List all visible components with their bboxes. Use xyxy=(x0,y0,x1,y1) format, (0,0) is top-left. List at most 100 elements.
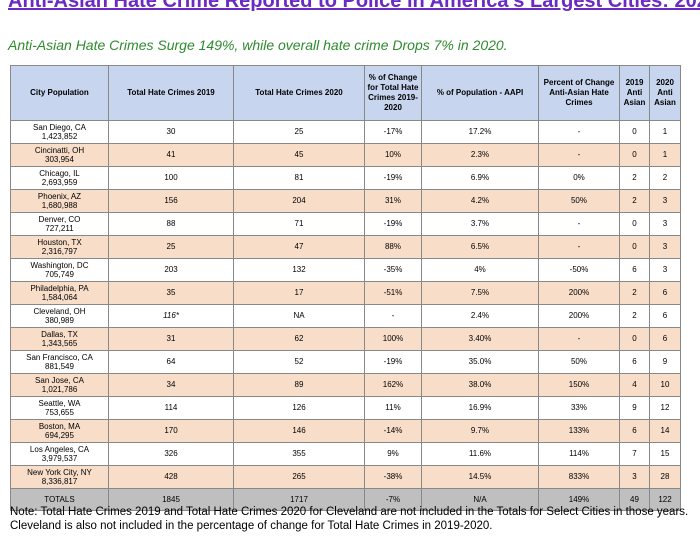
city-population: 881,549 xyxy=(45,362,74,371)
cell-asian-2019: 2 xyxy=(619,166,650,190)
city-name: San Diego, CA xyxy=(33,123,86,132)
cell-aapi: 14.5% xyxy=(421,465,539,489)
table-row: Denver, CO 727,211 88 71 -19% 3.7% -0 3 xyxy=(10,212,681,236)
totals-asian-2020: 122 xyxy=(649,488,681,511)
cell-aapi: 4.2% xyxy=(421,189,539,213)
cell-asian-2019: 0 xyxy=(619,143,650,167)
footnote: Note: Total Hate Crimes 2019 and Total H… xyxy=(10,506,689,532)
cell-aapi: 7.5% xyxy=(421,281,539,305)
cell-aapi: 3.7% xyxy=(421,212,539,236)
cell-change: -14% xyxy=(364,419,422,443)
cell-asian-2020: 9 xyxy=(649,350,681,374)
cell-total-2019: 25 xyxy=(108,235,234,259)
table-header-row: City Population Total Hate Crimes 2019 T… xyxy=(10,65,681,121)
cell-total-2019: 31 xyxy=(108,327,234,351)
cell-city: Denver, CO 727,211 xyxy=(10,212,109,236)
cell-asian-change: - xyxy=(538,235,620,259)
cell-asian-2019: 6 xyxy=(619,419,650,443)
cell-total-2020: 62 xyxy=(233,327,365,351)
cell-total-2019: 326 xyxy=(108,442,234,466)
city-name: Cleveland, OH xyxy=(33,307,86,316)
cell-asian-2020: 3 xyxy=(649,189,681,213)
cell-change: 31% xyxy=(364,189,422,213)
cell-city: Seattle, WA 753,655 xyxy=(10,396,109,420)
col-header-total-2020: Total Hate Crimes 2020 xyxy=(233,65,365,121)
col-header-asian-2020: 2020 Anti Asian xyxy=(649,65,681,121)
cell-asian-2020: 14 xyxy=(649,419,681,443)
cell-city: Phoenix, AZ 1,680,988 xyxy=(10,189,109,213)
cell-asian-change: 50% xyxy=(538,189,620,213)
table-row: Boston, MA 694,295 170 146 -14% 9.7% 133% 6 14 xyxy=(10,419,681,443)
cell-asian-change: - xyxy=(538,143,620,167)
cell-total-2019: 41 xyxy=(108,143,234,167)
cell-total-2020: 52 xyxy=(233,350,365,374)
cell-aapi: 16.9% xyxy=(421,396,539,420)
cell-total-2020: 45 xyxy=(233,143,365,167)
cell-asian-2019: 9 xyxy=(619,396,650,420)
cell-city: San Diego, CA 1,423,852 xyxy=(10,120,109,144)
cell-asian-change: 133% xyxy=(538,419,620,443)
cell-asian-2019: 6 xyxy=(619,258,650,282)
totals-2019: 1845 xyxy=(108,488,234,511)
cell-asian-2020: 3 xyxy=(649,212,681,236)
table-row: Cleveland, OH 380,989 116* NA -2.4% 200% 2 6 xyxy=(10,304,681,328)
city-name: San Jose, CA xyxy=(35,376,84,385)
city-name: Seattle, WA xyxy=(38,399,81,408)
table-row: Cincinatti, OH 303,954 41 45 10% 2.3% -0 1 xyxy=(10,143,681,167)
cell-change: 88% xyxy=(364,235,422,259)
cell-asian-2020: 15 xyxy=(649,442,681,466)
cell-total-2020: 132 xyxy=(233,258,365,282)
cell-city: Cleveland, OH 380,989 xyxy=(10,304,109,328)
city-name: Chicago, IL xyxy=(39,169,80,178)
cell-city: Cincinatti, OH 303,954 xyxy=(10,143,109,167)
cell-asian-2019: 0 xyxy=(619,327,650,351)
cell-total-2020: 81 xyxy=(233,166,365,190)
city-population: 694,295 xyxy=(45,431,74,440)
cell-total-2020: 89 xyxy=(233,373,365,397)
cell-asian-2019: 0 xyxy=(619,120,650,144)
cell-change: 9% xyxy=(364,442,422,466)
cell-city: San Francisco, CA 881,549 xyxy=(10,350,109,374)
cell-city: Dallas, TX 1,343,565 xyxy=(10,327,109,351)
cell-total-2020: 17 xyxy=(233,281,365,305)
col-header-aapi: % of Population - AAPI xyxy=(421,65,539,121)
city-name: Los Angeles, CA xyxy=(29,445,90,454)
cell-city: Chicago, IL 2,693,959 xyxy=(10,166,109,190)
city-population: 753,655 xyxy=(45,408,74,417)
city-population: 303,954 xyxy=(45,155,74,164)
cell-asian-2019: 0 xyxy=(619,235,650,259)
totals-asian-2019: 49 xyxy=(619,488,650,511)
cell-asian-change: - xyxy=(538,327,620,351)
cell-total-2019: 30 xyxy=(108,120,234,144)
cell-city: Philadelphia, PA 1,584,064 xyxy=(10,281,109,305)
city-population: 705,749 xyxy=(45,270,74,279)
col-header-asian-change: Percent of Change Anti-Asian Hate Crimes xyxy=(538,65,620,121)
city-name: Houston, TX xyxy=(37,238,82,247)
cell-asian-change: 33% xyxy=(538,396,620,420)
cell-change: - xyxy=(364,304,422,328)
cell-total-2020: 355 xyxy=(233,442,365,466)
city-name: San Francisco, CA xyxy=(26,353,93,362)
cell-change: 10% xyxy=(364,143,422,167)
cell-total-2019: 64 xyxy=(108,350,234,374)
cell-asian-2020: 3 xyxy=(649,258,681,282)
cell-aapi: 11.6% xyxy=(421,442,539,466)
cell-asian-2019: 2 xyxy=(619,189,650,213)
cell-aapi: 6.9% xyxy=(421,166,539,190)
cell-total-2020: 146 xyxy=(233,419,365,443)
col-header-asian-2019: 2019 Anti Asian xyxy=(619,65,650,121)
cell-city: Boston, MA 694,295 xyxy=(10,419,109,443)
cell-total-2020: 126 xyxy=(233,396,365,420)
cell-aapi: 2.3% xyxy=(421,143,539,167)
cell-asian-change: 200% xyxy=(538,304,620,328)
city-name: New York City, NY xyxy=(27,468,92,477)
table-row: Philadelphia, PA 1,584,064 35 17 -51% 7.5% 200… xyxy=(10,281,681,305)
city-name: Cincinatti, OH xyxy=(34,146,85,155)
cell-asian-2020: 10 xyxy=(649,373,681,397)
cell-asian-2019: 4 xyxy=(619,373,650,397)
cell-total-2019: 35 xyxy=(108,281,234,305)
cell-asian-2020: 6 xyxy=(649,281,681,305)
city-population: 1,423,852 xyxy=(41,132,78,141)
cell-total-2020: NA xyxy=(233,304,365,328)
city-population: 3,979,537 xyxy=(41,454,78,463)
